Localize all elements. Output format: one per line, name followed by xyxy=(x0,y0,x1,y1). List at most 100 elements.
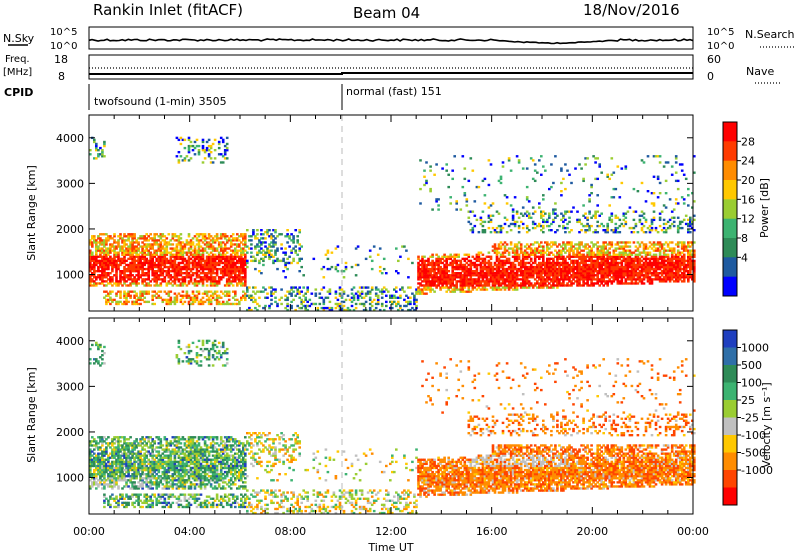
range-gate-cell xyxy=(256,253,259,256)
range-gate-cell xyxy=(111,237,114,240)
range-gate-cell xyxy=(173,276,177,279)
range-gate-cell xyxy=(654,249,658,252)
range-gate-cell xyxy=(457,263,461,267)
range-gate-cell xyxy=(389,294,392,297)
range-gate-cell xyxy=(568,173,571,176)
range-gate-cell xyxy=(499,272,503,275)
range-gate-cell xyxy=(576,282,579,285)
range-gate-cell xyxy=(542,272,545,275)
range-gate-cell xyxy=(602,272,606,275)
range-gate-cell xyxy=(135,265,138,269)
range-gate-cell xyxy=(568,251,571,254)
range-gate-cell xyxy=(358,292,362,295)
range-gate-cell xyxy=(179,155,183,158)
range-gate-cell xyxy=(425,276,428,279)
range-gate-cell xyxy=(431,270,434,273)
range-gate-cell xyxy=(111,245,114,248)
range-gate-cell xyxy=(149,237,153,240)
range-gate-cell xyxy=(185,239,189,242)
range-gate-cell xyxy=(221,241,225,244)
range-gate-cell xyxy=(205,257,209,261)
range-gate-cell xyxy=(278,298,281,302)
range-gate-cell xyxy=(598,245,602,248)
range-gate-cell xyxy=(676,241,680,244)
range-gate-cell xyxy=(558,261,561,265)
range-gate-cell xyxy=(652,210,656,213)
range-gate-cell xyxy=(622,282,626,285)
range-gate-cell xyxy=(376,253,380,256)
range-gate-cell xyxy=(219,267,223,271)
range-gate-cell xyxy=(211,278,215,281)
range-gate-cell xyxy=(111,243,114,246)
range-gate-cell xyxy=(648,251,652,254)
range-gate-cell xyxy=(664,272,668,275)
range-gate-cell xyxy=(187,136,191,140)
range-gate-cell xyxy=(684,276,688,279)
range-gate-cell xyxy=(159,247,163,250)
range-gate-cell xyxy=(634,263,638,267)
range-gate-cell xyxy=(225,136,229,140)
range-gate-cell xyxy=(590,265,593,269)
range-gate-cell xyxy=(238,276,241,279)
range-gate-cell xyxy=(272,241,275,244)
range-gate-cell xyxy=(229,257,233,261)
range-gate-cell xyxy=(209,239,213,242)
range-gate-cell xyxy=(672,249,676,252)
range-gate-cell xyxy=(215,263,219,267)
range-gate-cell xyxy=(294,245,298,248)
range-gate-cell xyxy=(459,282,463,285)
range-gate-cell xyxy=(457,265,461,269)
range-gate-cell xyxy=(304,296,308,299)
range-gate-cell xyxy=(495,263,499,267)
range-gate-cell xyxy=(419,276,422,279)
range-gate-cell xyxy=(185,251,189,254)
range-gate-cell xyxy=(205,245,209,248)
range-gate-cell xyxy=(521,284,525,287)
range-gate-cell xyxy=(459,259,463,263)
range-gate-cell xyxy=(465,270,469,273)
range-gate-cell xyxy=(511,214,515,217)
range-gate-cell xyxy=(624,241,628,244)
range-gate-cell xyxy=(127,239,130,242)
range-gate-cell xyxy=(280,288,283,291)
range-gate-cell xyxy=(199,302,203,306)
range-gate-cell xyxy=(425,274,428,277)
range-gate-cell xyxy=(580,265,583,269)
range-gate-cell xyxy=(616,216,620,219)
range-gate-cell xyxy=(570,261,573,265)
range-gate-cell xyxy=(268,229,271,232)
range-gate-cell xyxy=(674,155,678,158)
range-gate-cell xyxy=(630,276,634,279)
range-gate-cell xyxy=(501,272,505,275)
range-gate-cell xyxy=(169,300,173,304)
range-gate-cell xyxy=(105,243,108,246)
range-gate-cell xyxy=(242,237,245,240)
range-gate-cell xyxy=(409,286,412,289)
range-gate-cell xyxy=(272,239,275,242)
range-gate-cell xyxy=(463,274,467,277)
range-gate-cell xyxy=(654,272,658,275)
range-gate-cell xyxy=(385,294,388,297)
range-gate-cell xyxy=(660,272,664,275)
range-gate-cell xyxy=(505,259,509,263)
range-gate-cell xyxy=(453,286,457,289)
range-gate-cell xyxy=(393,294,396,297)
range-gate-cell xyxy=(175,294,179,297)
range-gate-cell xyxy=(459,263,463,267)
range-gate-cell xyxy=(662,272,666,275)
range-gate-cell xyxy=(97,255,100,258)
range-gate-cell xyxy=(123,272,126,275)
range-gate-cell xyxy=(503,288,507,291)
range-gate-cell xyxy=(580,241,583,244)
range-gate-cell xyxy=(538,222,541,226)
range-gate-cell xyxy=(282,257,285,261)
range-gate-cell xyxy=(538,245,541,248)
range-gate-cell xyxy=(217,253,221,256)
range-gate-cell xyxy=(447,288,451,291)
range-gate-cell xyxy=(225,267,229,271)
range-gate-cell xyxy=(242,253,245,256)
range-gate-cell xyxy=(507,257,511,261)
range-gate-cell xyxy=(568,278,571,281)
range-gate-cell xyxy=(521,286,525,289)
range-gate-cell xyxy=(344,265,348,269)
